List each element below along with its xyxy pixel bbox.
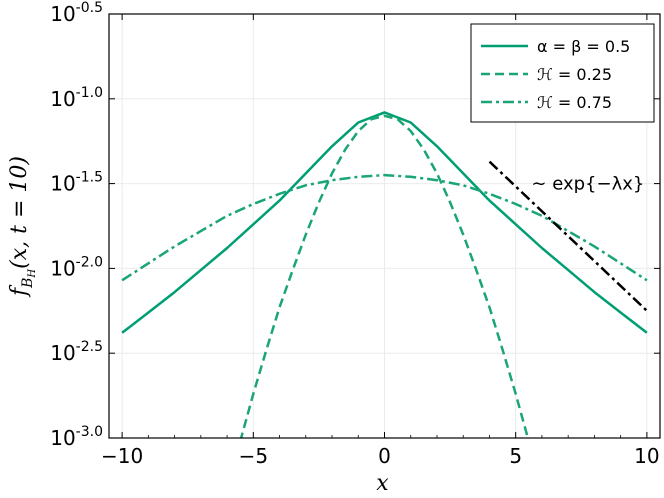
y-tick-label: 10-0.5 <box>50 0 103 26</box>
x-tick-label: 0 <box>378 444 391 468</box>
y-axis-label: fBH(x, t = 10) <box>7 156 38 298</box>
tick-layer <box>109 13 660 439</box>
annotation-text: ∼ exp{−λx} <box>531 174 644 195</box>
legend-entry: ℋ = 0.25 <box>537 65 612 84</box>
x-axis-label: x <box>376 471 389 496</box>
x-tick-label: −10 <box>101 444 143 468</box>
legend-entry: α = β = 0.5 <box>537 37 630 56</box>
x-tick-label: 10 <box>634 444 659 468</box>
legend: α = β = 0.5 ℋ = 0.25 ℋ = 0.75 <box>470 23 655 123</box>
series-line-3 <box>488 160 648 312</box>
y-tick-label: 10-3.0 <box>50 424 103 450</box>
y-tick-label: 10-2.0 <box>50 254 103 280</box>
x-tick-label: 5 <box>509 444 522 468</box>
series-line-1 <box>239 114 530 438</box>
series-line-0 <box>121 111 648 334</box>
y-tick-label: 10-1.0 <box>50 85 103 111</box>
y-tick-label: 10-2.5 <box>50 339 103 365</box>
series-line-2 <box>121 173 648 282</box>
y-tick-label: 10-1.5 <box>50 170 103 196</box>
x-tick-label: −5 <box>239 444 268 468</box>
label-layer: −10 −5 0 5 10 10-3.0 10-2.5 10-2.0 10-1.5 10-1.0 1… <box>7 0 660 496</box>
legend-entry: ℋ = 0.75 <box>537 93 612 112</box>
annotation-layer: ∼ exp{−λx} <box>531 174 644 195</box>
series-layer <box>121 111 648 438</box>
